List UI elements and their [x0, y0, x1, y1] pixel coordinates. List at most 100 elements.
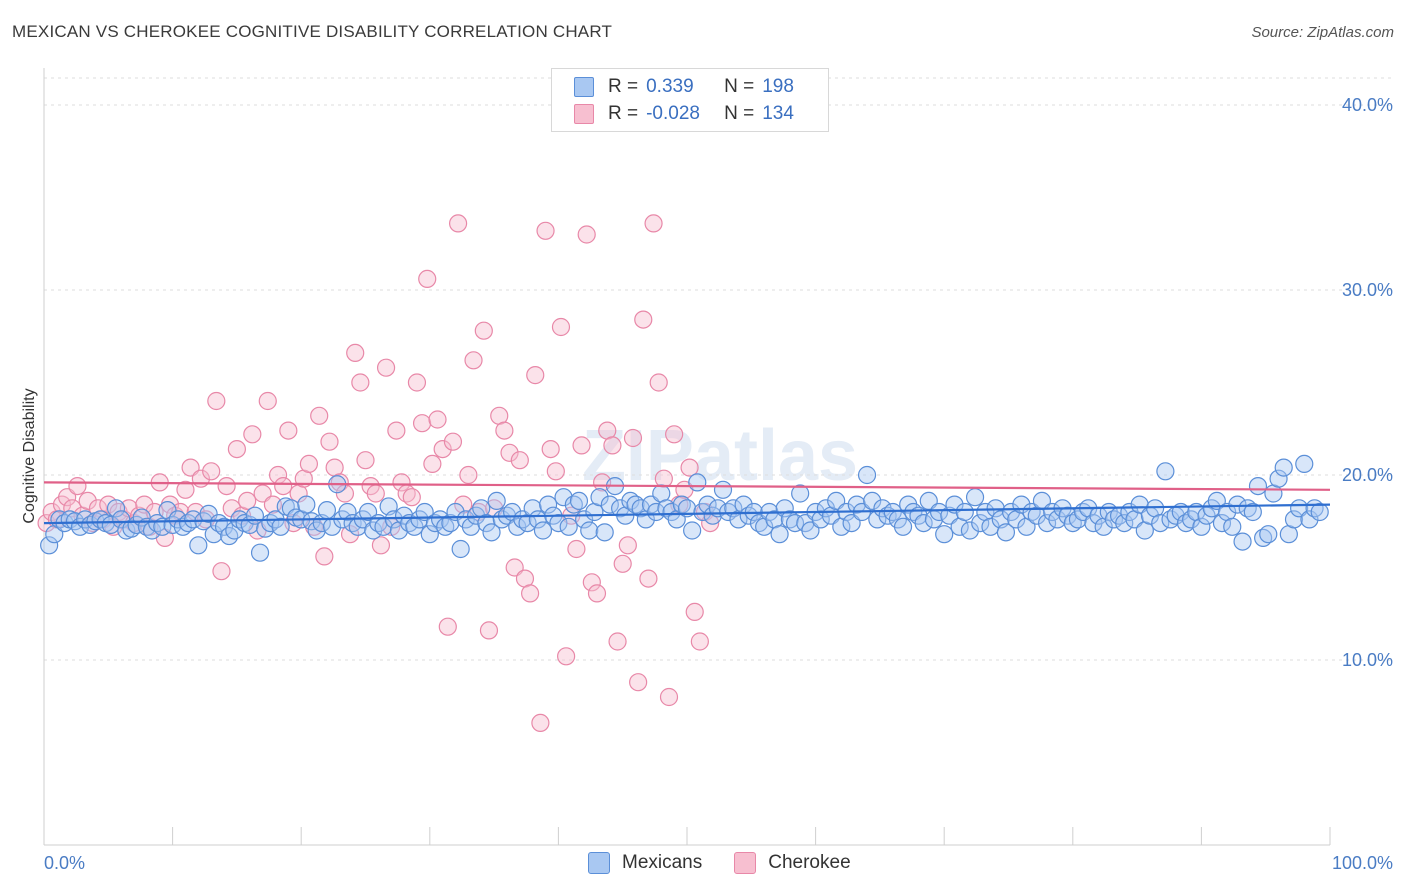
mexicans-point — [631, 499, 650, 518]
mexicans-point — [996, 523, 1016, 542]
cherokee-point — [448, 214, 468, 233]
cherokee-point — [412, 414, 432, 433]
mexicans-legend-swatch — [588, 852, 610, 874]
mexicans-point — [250, 543, 270, 562]
mexicans-point — [477, 513, 496, 533]
mexicans-point — [893, 517, 913, 536]
mexicans-point — [770, 525, 789, 544]
cherokee-point — [320, 432, 339, 451]
mexicans-point — [1310, 502, 1329, 522]
y-tick-label: 30.0% — [1342, 280, 1393, 300]
cherokee-point — [78, 491, 97, 510]
legend-row-cherokee: R = -0.028 N = 134 — [574, 101, 794, 127]
mexicans-point — [40, 536, 59, 555]
mexicans-point — [420, 525, 439, 544]
cherokee-point — [505, 558, 524, 577]
cherokee-point — [649, 373, 668, 392]
cherokee-point — [526, 366, 545, 385]
cherokee-trend-line — [43, 481, 1331, 491]
mexicans-point — [1274, 458, 1293, 477]
mexicans-point — [199, 504, 218, 523]
mexicans-point — [677, 499, 697, 518]
cherokee-point — [438, 617, 457, 636]
series-legend: Mexicans Cherokee — [588, 852, 883, 874]
mexicans-point — [965, 488, 985, 507]
legend-item-cherokee[interactable]: Cherokee — [734, 852, 851, 874]
mexicans-point — [801, 521, 820, 540]
axes — [43, 68, 1331, 846]
cherokee-point — [479, 621, 499, 640]
cherokee-legend-swatch — [734, 852, 757, 874]
cherokee-point — [572, 436, 591, 455]
mexicans-point — [683, 521, 702, 540]
mexicans-point — [317, 501, 337, 520]
cherokee-point — [551, 317, 571, 337]
cherokee-point — [181, 458, 200, 477]
mexicans-point — [559, 517, 578, 536]
mexicans-point — [1130, 495, 1149, 514]
mexicans-point — [1156, 462, 1175, 481]
mexicans-point — [487, 491, 506, 510]
cherokee-point — [207, 391, 226, 411]
cherokee-point — [212, 562, 231, 581]
mexicans-point — [1115, 513, 1134, 533]
cherokee-point — [299, 454, 319, 473]
mexicans-point — [827, 491, 846, 510]
trend-lines — [43, 481, 1331, 525]
cherokee-point — [541, 440, 560, 459]
y-tick-label: 40.0% — [1342, 95, 1393, 115]
cherokee-point — [253, 484, 272, 503]
legend-n-label: N = — [724, 103, 755, 124]
mexicans-point — [358, 502, 378, 522]
cherokee-point — [423, 454, 442, 473]
mexicans-point — [451, 539, 470, 559]
chart-title: MEXICAN VS CHEROKEE COGNITIVE DISABILITY… — [12, 22, 613, 41]
legend-row-mexicans: R = 0.339 N = 198 — [574, 74, 794, 100]
legend-item-mexicans[interactable]: Mexicans — [588, 852, 702, 874]
mexicans-point — [940, 506, 959, 525]
mexicans-point — [1248, 477, 1268, 496]
mexicans-point — [461, 517, 481, 536]
mexicans-point — [842, 513, 861, 533]
cherokee-point — [243, 425, 262, 444]
cherokee-point — [176, 480, 195, 499]
cherokee-point — [546, 462, 565, 481]
cherokee-point — [428, 410, 447, 429]
mexicans-point — [713, 480, 733, 499]
cherokee-point — [613, 554, 632, 573]
cherokee-point — [376, 358, 396, 377]
source-label: Source: ZipAtlas.com — [1251, 24, 1394, 41]
cherokee-point — [685, 602, 704, 622]
mexicans-point — [1243, 502, 1262, 522]
mexicans-point — [1259, 525, 1278, 544]
mexicans-point — [914, 513, 933, 533]
mexicans-point — [1269, 469, 1288, 488]
cherokee-point — [577, 225, 596, 244]
cherokee-point — [58, 488, 77, 507]
mexicans-point — [533, 521, 553, 540]
cherokee-point — [690, 632, 709, 651]
mexicans-point — [595, 523, 614, 542]
mexicans-point — [569, 491, 589, 510]
x-tick-label: 100.0% — [1332, 853, 1393, 873]
cherokee-point — [387, 421, 406, 440]
mexicans-point — [1233, 532, 1252, 551]
mexicans-points — [40, 454, 1329, 562]
cherokee-point — [654, 469, 673, 488]
mexicans-point — [297, 495, 316, 514]
cherokee-point — [644, 214, 663, 233]
mexicans-point — [590, 488, 609, 507]
cherokee-point — [356, 451, 375, 470]
cherokee-point — [557, 647, 576, 666]
legend-n-label: N = — [724, 76, 755, 97]
cherokee-point — [310, 406, 329, 425]
mexicans-point — [1048, 510, 1067, 529]
cherokee-point — [454, 495, 473, 514]
cherokee-point — [680, 458, 699, 477]
cherokee-point — [618, 536, 637, 555]
mexicans-point — [1284, 510, 1304, 529]
mexicans-point — [1228, 495, 1247, 514]
legend-r-value: 0.339 — [646, 76, 694, 97]
cherokee-point — [659, 687, 679, 707]
cherokee-point — [603, 436, 622, 455]
